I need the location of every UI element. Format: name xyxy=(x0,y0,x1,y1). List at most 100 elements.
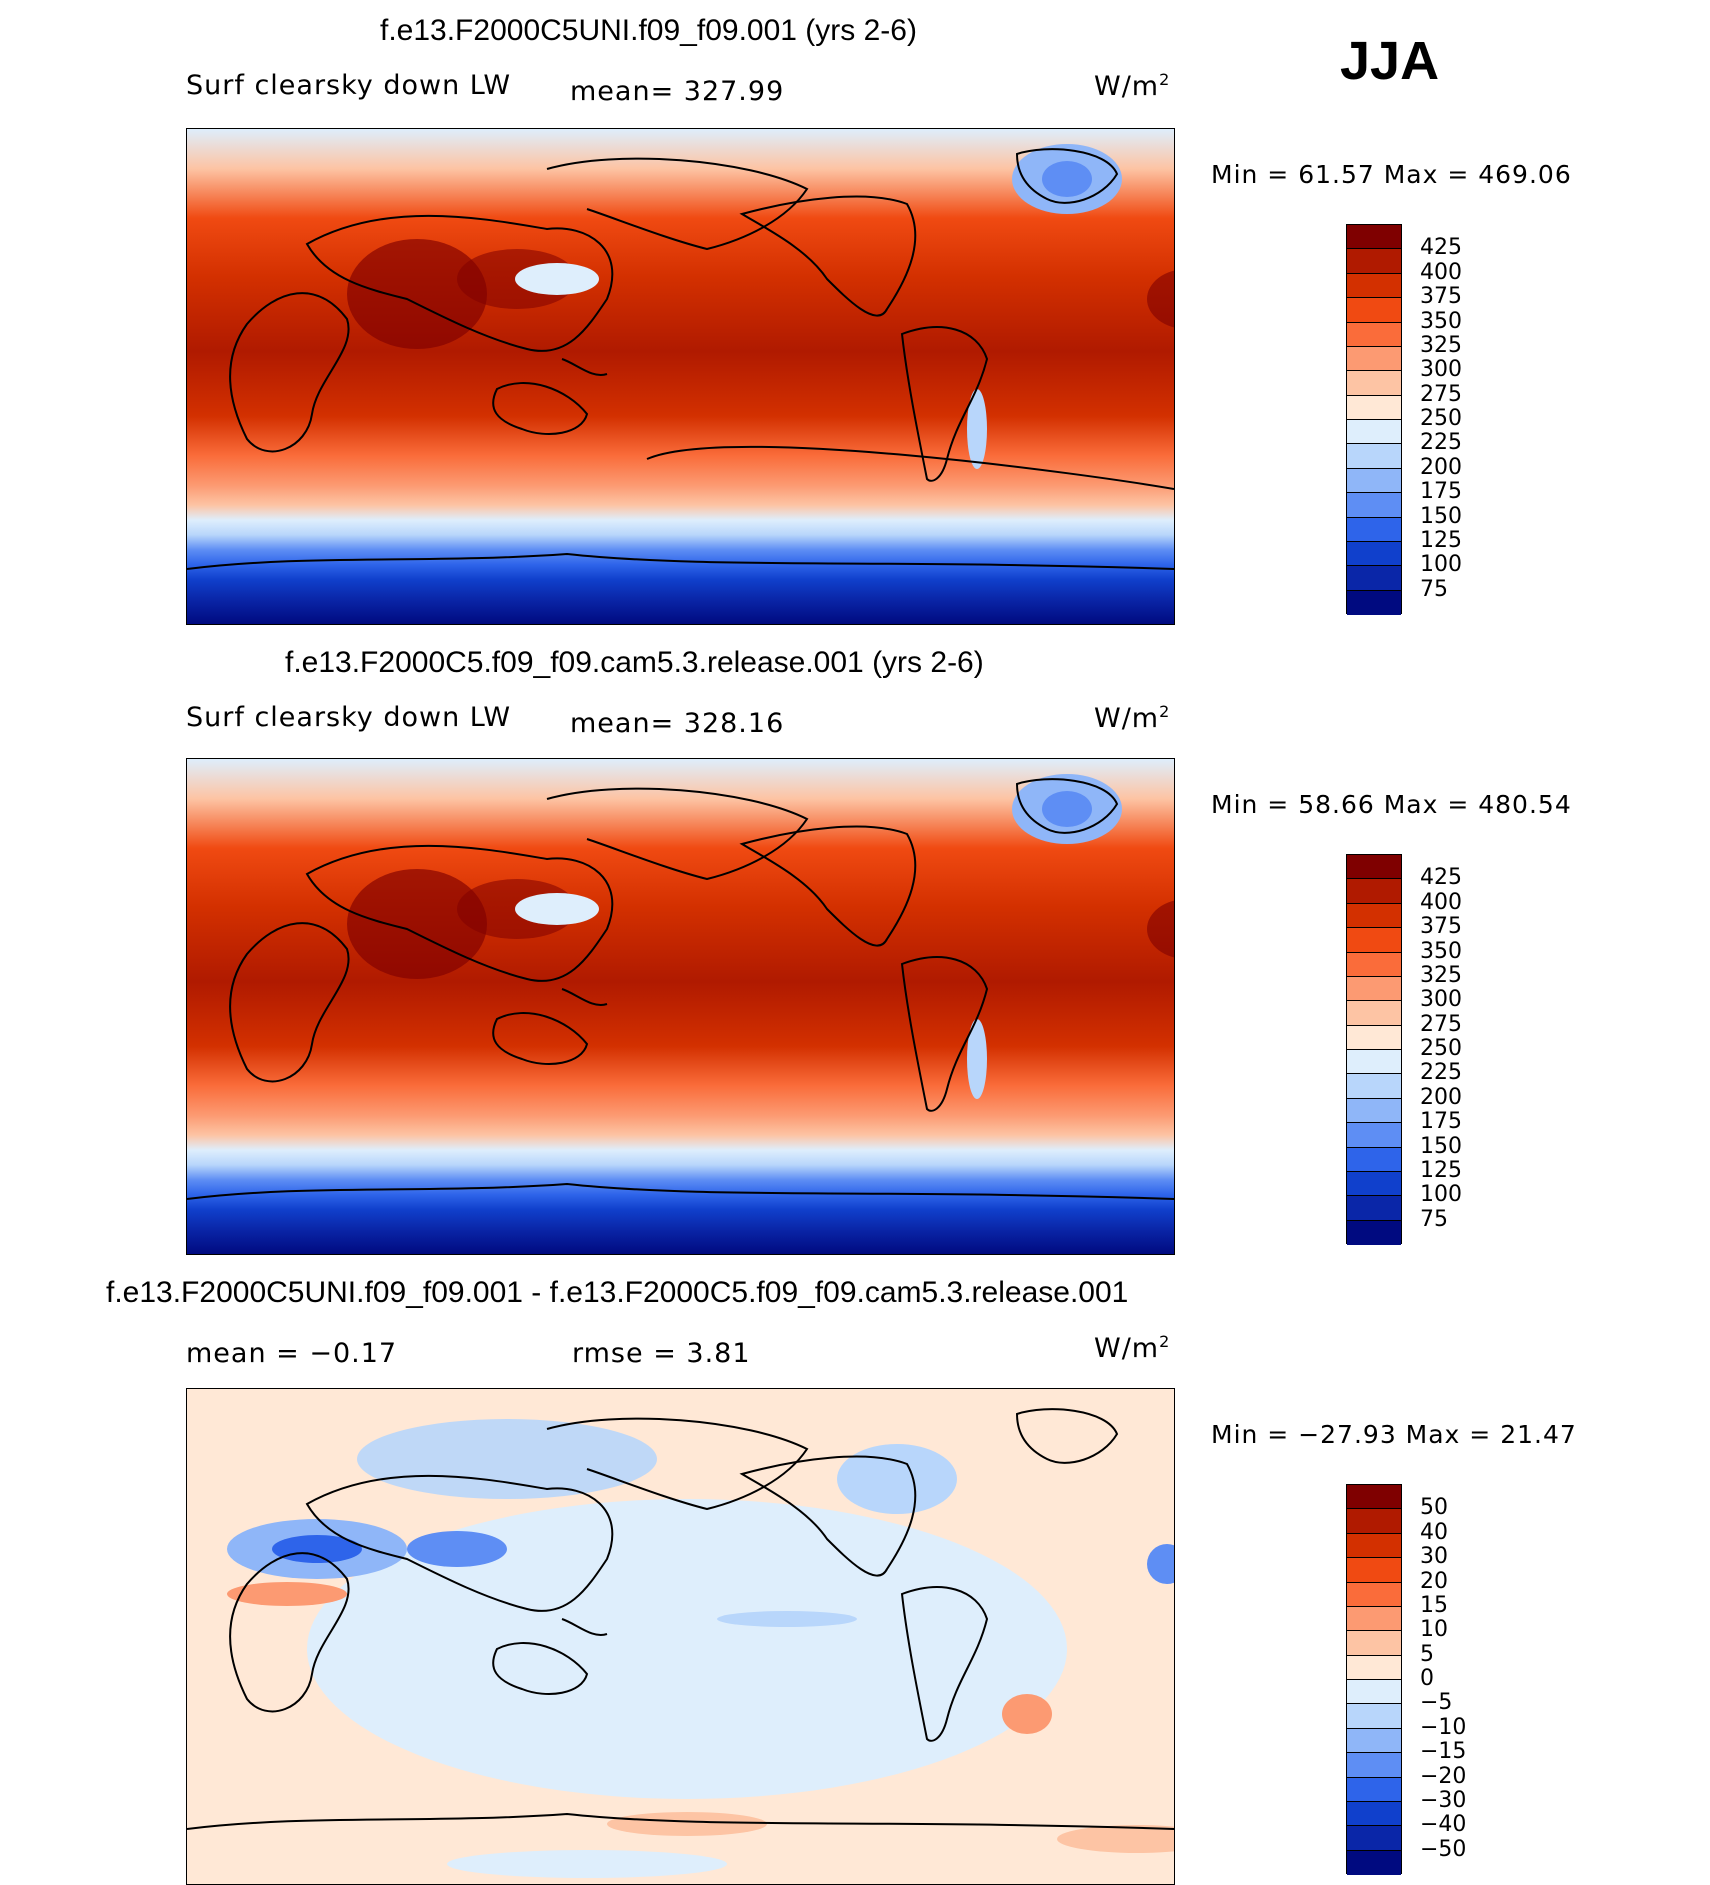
panel-2-units: W/m2 xyxy=(1094,702,1171,734)
panel-3-colorbar-swatch xyxy=(1347,1582,1401,1607)
panel-3-colorbar-swatch xyxy=(1347,1850,1401,1875)
panel-3-colorbar-tick-label: −5 xyxy=(1420,1690,1453,1716)
panel-1-colorbar-tick-label: 325 xyxy=(1420,332,1462,358)
panel-2-map-field xyxy=(187,759,1174,1254)
panel-1-colorbar-swatch xyxy=(1347,225,1401,250)
panel-3-colorbar-swatch xyxy=(1347,1826,1401,1851)
panel-1-colorbar-swatch xyxy=(1347,420,1401,445)
panel-3-colorbar-tick-label: 20 xyxy=(1420,1568,1448,1594)
panel-3-colorbar-tick-label: 10 xyxy=(1420,1617,1448,1643)
panel-1-colorbar-tick-label: 425 xyxy=(1420,235,1462,261)
panel-3-colorbar xyxy=(1346,1484,1402,1875)
panel-2-colorbar-tick-label: 150 xyxy=(1420,1133,1462,1159)
panel-1-map-field xyxy=(187,129,1174,624)
panel-2-colorbar-tick-label: 425 xyxy=(1420,865,1462,891)
panel-1-colorbar-swatch xyxy=(1347,298,1401,323)
panel-1-colorbar-tick-label: 100 xyxy=(1420,552,1462,578)
panel-3-colorbar-tick-label: −15 xyxy=(1420,1739,1467,1765)
panel-2-variable: Surf clearsky down LW xyxy=(186,702,512,733)
panel-1-colorbar-swatch xyxy=(1347,371,1401,396)
panel-1-colorbar-tick-label: 175 xyxy=(1420,479,1462,505)
panel-2-colorbar xyxy=(1346,854,1402,1245)
panel-3-units: W/m2 xyxy=(1094,1332,1171,1364)
panel-2-colorbar-swatch xyxy=(1347,928,1401,953)
panel-1-colorbar-tick-label: 350 xyxy=(1420,308,1462,334)
panel-2-map xyxy=(186,758,1175,1255)
panel-3-colorbar-swatch xyxy=(1347,1558,1401,1583)
panel-1-colorbar-tick-label: 75 xyxy=(1420,576,1448,602)
panel-3-colorbar-swatch xyxy=(1347,1704,1401,1729)
panel-2-colorbar-swatch xyxy=(1347,1196,1401,1221)
panel-2-colorbar-swatch xyxy=(1347,1220,1401,1245)
panel-3-colorbar-tick-label: 30 xyxy=(1420,1544,1448,1570)
panel-2-colorbar-tick-label: 125 xyxy=(1420,1157,1462,1183)
panel-1-title: f.e13.F2000C5UNI.f09_f09.001 (yrs 2-6) xyxy=(380,14,917,47)
panel-2-colorbar-tick-label: 375 xyxy=(1420,914,1462,940)
panel-3-colorbar-tick-label: 50 xyxy=(1420,1495,1448,1521)
panel-1-colorbar-swatch xyxy=(1347,444,1401,469)
season-label: JJA xyxy=(1340,31,1440,91)
panel-1-colorbar-swatch xyxy=(1347,590,1401,615)
panel-3-colorbar-tick-label: −40 xyxy=(1420,1812,1467,1838)
panel-1-colorbar-swatch xyxy=(1347,541,1401,567)
panel-2-colorbar-swatch xyxy=(1347,903,1401,929)
panel-2-colorbar-tick-label: 400 xyxy=(1420,889,1462,915)
panel-1-map xyxy=(186,128,1175,625)
panel-3-colorbar-tick-label: 40 xyxy=(1420,1519,1448,1545)
panel-3-colorbar-swatch xyxy=(1347,1485,1401,1510)
panel-2-coastlines xyxy=(187,778,1174,1200)
panel-2-title: f.e13.F2000C5.f09_f09.cam5.3.release.001… xyxy=(285,646,984,679)
panel-2-colorbar-swatch xyxy=(1347,879,1401,904)
panel-2-colorbar-swatch xyxy=(1347,1098,1401,1124)
panel-1-colorbar xyxy=(1346,224,1402,615)
panel-1-coastlines xyxy=(187,148,1174,570)
panel-1-colorbar-swatch xyxy=(1347,566,1401,591)
panel-2-colorbar-tick-label: 225 xyxy=(1420,1060,1462,1086)
panel-2-colorbar-swatch xyxy=(1347,1025,1401,1050)
panel-1-colorbar-swatch xyxy=(1347,273,1401,299)
panel-2-colorbar-swatch xyxy=(1347,1050,1401,1075)
panel-1-variable: Surf clearsky down LW xyxy=(186,70,512,101)
panel-2-colorbar-tick-label: 300 xyxy=(1420,987,1462,1013)
panel-2-colorbar-tick-label: 75 xyxy=(1420,1206,1448,1232)
panel-2-colorbar-tick-label: 275 xyxy=(1420,1011,1462,1037)
panel-3-colorbar-tick-label: 15 xyxy=(1420,1592,1448,1618)
panel-3-map-field xyxy=(187,1389,1174,1884)
panel-1-colorbar-swatch xyxy=(1347,468,1401,494)
panel-3-colorbar-tick-label: −20 xyxy=(1420,1763,1467,1789)
panel-1-colorbar-tick-label: 200 xyxy=(1420,454,1462,480)
panel-1-colorbar-tick-label: 150 xyxy=(1420,503,1462,529)
panel-3-colorbar-tick-label: 5 xyxy=(1420,1641,1434,1667)
tibet-cold-spot xyxy=(515,263,599,295)
panel-2-colorbar-tick-label: 100 xyxy=(1420,1182,1462,1208)
panel-3-colorbar-swatch xyxy=(1347,1801,1401,1827)
panel-1-mean: mean= 327.99 xyxy=(570,76,785,107)
panel-1-minmax: Min = 61.57 Max = 469.06 xyxy=(1211,160,1572,189)
panel-2-colorbar-tick-label: 350 xyxy=(1420,938,1462,964)
panel-1-colorbar-tick-label: 300 xyxy=(1420,357,1462,383)
panel-2-colorbar-swatch xyxy=(1347,1074,1401,1099)
panel-3-colorbar-swatch xyxy=(1347,1753,1401,1778)
panel-1-colorbar-tick-label: 225 xyxy=(1420,430,1462,456)
panel-3-colorbar-swatch xyxy=(1347,1631,1401,1656)
panel-3-coastlines xyxy=(187,1408,1174,1830)
panel-3-colorbar-tick-label: −30 xyxy=(1420,1787,1467,1813)
panel-3-colorbar-swatch xyxy=(1347,1606,1401,1632)
panel-3-colorbar-swatch xyxy=(1347,1509,1401,1534)
panel-1-colorbar-swatch xyxy=(1347,395,1401,420)
panel-2-colorbar-swatch xyxy=(1347,1123,1401,1148)
panel-2-colorbar-swatch xyxy=(1347,1147,1401,1172)
andes-cold-spot xyxy=(967,389,987,469)
panel-3-colorbar-swatch xyxy=(1347,1680,1401,1705)
panel-3-map xyxy=(186,1388,1175,1885)
panel-3-colorbar-swatch xyxy=(1347,1777,1401,1802)
panel-3-rmse: rmse = 3.81 xyxy=(572,1338,751,1369)
panel-1-colorbar-tick-label: 275 xyxy=(1420,381,1462,407)
panel-3-colorbar-tick-label: −10 xyxy=(1420,1714,1467,1740)
panel-3-title: f.e13.F2000C5UNI.f09_f09.001 - f.e13.F20… xyxy=(106,1276,1129,1309)
panel-2-colorbar-swatch xyxy=(1347,1001,1401,1026)
panel-1-colorbar-swatch xyxy=(1347,322,1401,347)
panel-1-colorbar-swatch xyxy=(1347,346,1401,372)
panel-2-colorbar-tick-label: 250 xyxy=(1420,1036,1462,1061)
panel-2-mean: mean= 328.16 xyxy=(570,708,785,739)
